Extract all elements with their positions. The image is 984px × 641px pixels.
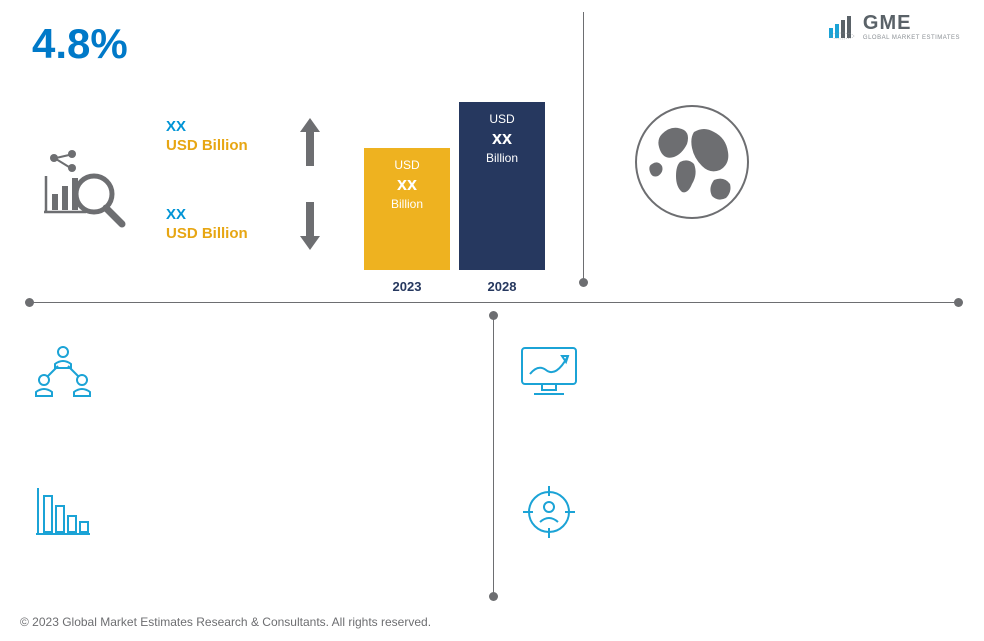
top-section: 4.8% XX USD Billion XX USD Billion USD x… bbox=[32, 20, 952, 295]
divider-horizontal bbox=[30, 302, 958, 303]
value-low: XX USD Billion bbox=[166, 206, 248, 242]
bar-label-2023: 2023 bbox=[364, 279, 450, 294]
quadrant-bottom-left bbox=[22, 470, 442, 590]
target-person-icon bbox=[516, 482, 582, 542]
value-high: XX USD Billion bbox=[166, 118, 248, 154]
value-low-usd: USD Billion bbox=[166, 225, 248, 242]
bar-2023-usd: USD bbox=[394, 158, 419, 172]
arrow-down-icon bbox=[300, 202, 320, 250]
divider-vertical-bottom bbox=[493, 316, 494, 596]
quadrant-top-left bbox=[22, 330, 442, 450]
monitor-trend-icon bbox=[516, 342, 582, 402]
bar-2028-usd: USD bbox=[489, 112, 514, 126]
bar-2023: USD xx Billion bbox=[364, 148, 450, 270]
bar-chart-icon bbox=[30, 482, 96, 542]
value-high-xx: XX bbox=[166, 118, 248, 135]
bar-2028: USD xx Billion bbox=[459, 102, 545, 270]
analytics-icon bbox=[42, 150, 130, 228]
arrow-up-icon bbox=[300, 118, 320, 166]
bar-label-2028: 2028 bbox=[459, 279, 545, 294]
quadrant-bottom-right bbox=[508, 470, 928, 590]
bar-2023-xx: xx bbox=[397, 174, 417, 195]
quadrant-top-right bbox=[508, 330, 928, 450]
people-network-icon bbox=[30, 342, 96, 402]
bar-2028-xx: xx bbox=[492, 128, 512, 149]
value-high-usd: USD Billion bbox=[166, 137, 248, 154]
globe-icon bbox=[632, 102, 752, 222]
value-low-xx: XX bbox=[166, 206, 248, 223]
cagr-value: 4.8% bbox=[32, 20, 952, 68]
bar-2023-billion: Billion bbox=[391, 197, 423, 211]
bar-2028-billion: Billion bbox=[486, 151, 518, 165]
copyright-footer: © 2023 Global Market Estimates Research … bbox=[20, 615, 431, 629]
bar-chart: USD xx Billion USD xx Billion 2023 2028 bbox=[364, 102, 554, 294]
